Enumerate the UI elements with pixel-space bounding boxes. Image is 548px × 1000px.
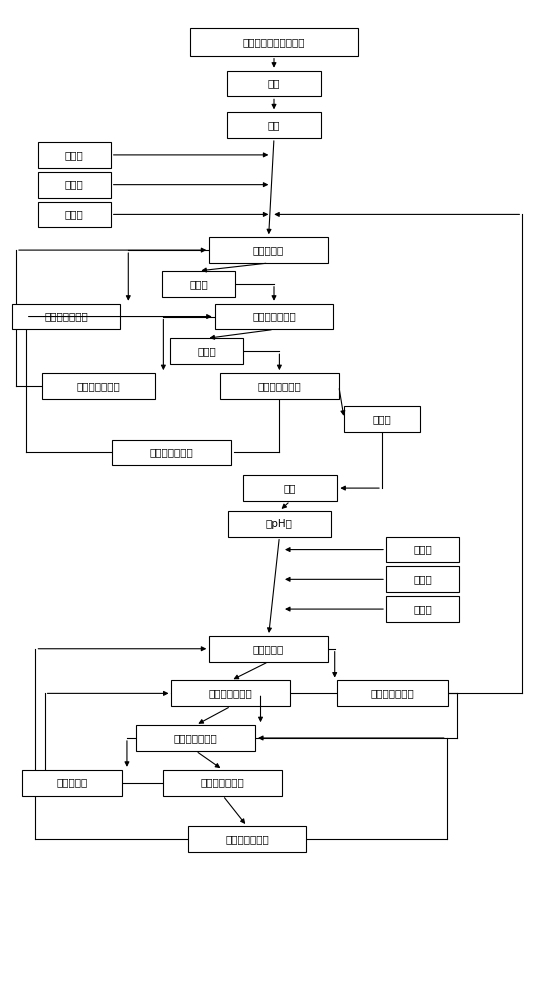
FancyBboxPatch shape (227, 112, 321, 138)
FancyBboxPatch shape (187, 826, 306, 852)
Text: 反浮选粗选: 反浮选粗选 (253, 245, 284, 255)
Text: 抑制剂: 抑制剂 (413, 574, 432, 584)
FancyBboxPatch shape (42, 373, 155, 399)
Text: 调pH值: 调pH值 (266, 519, 293, 529)
Text: 调浆: 调浆 (284, 483, 296, 493)
FancyBboxPatch shape (190, 28, 358, 56)
FancyBboxPatch shape (12, 304, 120, 329)
Text: 正浮选粗选: 正浮选粗选 (253, 644, 284, 654)
Text: 捕收剂: 捕收剂 (413, 604, 432, 614)
Text: 一次正浮选尾矿: 一次正浮选尾矿 (225, 834, 269, 844)
Text: 二次正浮选精选: 二次正浮选精选 (174, 733, 218, 743)
Text: 捕收剂: 捕收剂 (65, 180, 84, 190)
FancyBboxPatch shape (386, 566, 459, 592)
FancyBboxPatch shape (228, 511, 330, 537)
FancyBboxPatch shape (38, 142, 111, 168)
Text: 抑制剂: 抑制剂 (65, 150, 84, 160)
FancyBboxPatch shape (344, 406, 420, 432)
Text: 起泡剂: 起泡剂 (65, 209, 84, 219)
Text: 调浆: 调浆 (268, 120, 280, 130)
Text: 球磨: 球磨 (268, 78, 280, 88)
FancyBboxPatch shape (38, 172, 111, 198)
Text: 菱镁矿精矿: 菱镁矿精矿 (56, 778, 87, 788)
FancyBboxPatch shape (112, 440, 231, 465)
Text: 正浮选粗选尾矿: 正浮选粗选尾矿 (371, 688, 415, 698)
Text: 捕收剂: 捕收剂 (197, 346, 216, 356)
Text: 脱硅矿: 脱硅矿 (373, 414, 391, 424)
FancyBboxPatch shape (243, 475, 338, 501)
FancyBboxPatch shape (170, 338, 243, 364)
FancyBboxPatch shape (136, 725, 255, 751)
Text: 抑制剂: 抑制剂 (413, 545, 432, 555)
FancyBboxPatch shape (209, 237, 328, 263)
FancyBboxPatch shape (220, 373, 339, 399)
FancyBboxPatch shape (209, 636, 328, 662)
FancyBboxPatch shape (162, 271, 235, 297)
FancyBboxPatch shape (38, 202, 111, 227)
FancyBboxPatch shape (163, 770, 282, 796)
Text: 一次反浮选精选: 一次反浮选精选 (252, 312, 296, 322)
FancyBboxPatch shape (172, 680, 290, 706)
Text: 捕收剂: 捕收剂 (189, 279, 208, 289)
FancyBboxPatch shape (338, 680, 448, 706)
Text: 高硅高钙低品级菱镁矿: 高硅高钙低品级菱镁矿 (243, 37, 305, 47)
FancyBboxPatch shape (215, 304, 333, 329)
Text: 一次反浮选尾矿: 一次反浮选尾矿 (77, 381, 121, 391)
FancyBboxPatch shape (22, 770, 122, 796)
Text: 反浮选粗选尾矿: 反浮选粗选尾矿 (44, 312, 88, 322)
FancyBboxPatch shape (227, 71, 321, 96)
Text: 二次正浮选尾矿: 二次正浮选尾矿 (201, 778, 244, 788)
FancyBboxPatch shape (386, 596, 459, 622)
Text: 二次反浮选精选: 二次反浮选精选 (258, 381, 301, 391)
Text: 二次反浮选尾矿: 二次反浮选尾矿 (150, 447, 193, 457)
Text: 一次正浮选精选: 一次正浮选精选 (209, 688, 253, 698)
FancyBboxPatch shape (386, 537, 459, 562)
